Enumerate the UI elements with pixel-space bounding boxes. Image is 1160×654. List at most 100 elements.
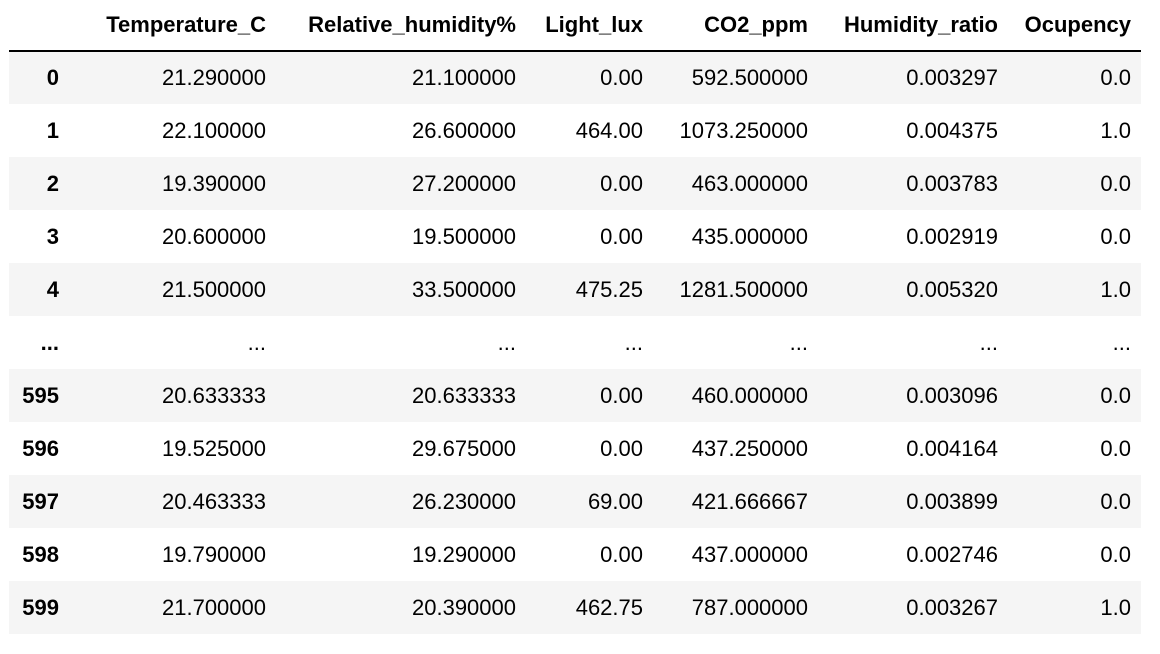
table-row: 597 20.463333 26.230000 69.00 421.666667… bbox=[9, 475, 1141, 528]
dataframe-table: Temperature_C Relative_humidity% Light_l… bbox=[9, 0, 1141, 634]
column-header-co2: CO2_ppm bbox=[653, 0, 818, 52]
row-index: 596 bbox=[22, 435, 59, 461]
row-index: 1 bbox=[46, 117, 59, 143]
ellipsis-row: ... ... ... ... ... ... ... bbox=[9, 316, 1141, 369]
table-cell: 0.004164 bbox=[906, 435, 998, 461]
table-cell: 0.00 bbox=[600, 435, 643, 461]
table-cell: 0.00 bbox=[600, 223, 643, 249]
table-cell: ... bbox=[789, 329, 808, 355]
table-cell: 0.00 bbox=[600, 541, 643, 567]
column-header-light: Light_lux bbox=[526, 0, 653, 52]
table-body: 0 21.290000 21.100000 0.00 592.500000 0.… bbox=[9, 51, 1141, 634]
table-cell: ... bbox=[979, 329, 998, 355]
column-header-humidity-ratio: Humidity_ratio bbox=[818, 0, 1008, 52]
row-index: 4 bbox=[46, 276, 59, 302]
table-cell: 1.0 bbox=[1100, 117, 1131, 143]
table-row: 595 20.633333 20.633333 0.00 460.000000 … bbox=[9, 369, 1141, 422]
table-cell: 69.00 bbox=[587, 488, 643, 514]
table-cell: ... bbox=[1112, 329, 1131, 355]
table-row: 0 21.290000 21.100000 0.00 592.500000 0.… bbox=[9, 51, 1141, 104]
column-header-temperature: Temperature_C bbox=[71, 0, 276, 52]
table-cell: 0.005320 bbox=[906, 276, 998, 302]
table-cell: 0.003297 bbox=[906, 65, 998, 90]
table-cell: 0.0 bbox=[1100, 541, 1131, 567]
table-cell: 0.0 bbox=[1100, 170, 1131, 196]
row-index: ... bbox=[40, 329, 59, 355]
table-cell: 19.390000 bbox=[162, 170, 266, 196]
table-cell: 1.0 bbox=[1100, 276, 1131, 302]
table-cell: 33.500000 bbox=[412, 276, 516, 302]
table-cell: 27.200000 bbox=[412, 170, 516, 196]
table-cell: 21.700000 bbox=[162, 594, 266, 620]
table-row: 3 20.600000 19.500000 0.00 435.000000 0.… bbox=[9, 210, 1141, 263]
table-cell: 0.0 bbox=[1100, 223, 1131, 249]
table-cell: 0.0 bbox=[1100, 65, 1131, 90]
table-cell: 26.230000 bbox=[412, 488, 516, 514]
table-cell: 0.002919 bbox=[906, 223, 998, 249]
table-cell: ... bbox=[497, 329, 516, 355]
row-index: 595 bbox=[22, 382, 59, 408]
table-cell: 464.00 bbox=[575, 117, 643, 143]
table-row: 598 19.790000 19.290000 0.00 437.000000 … bbox=[9, 528, 1141, 581]
table-cell: 787.000000 bbox=[691, 594, 808, 620]
table-cell: 19.290000 bbox=[412, 541, 516, 567]
table-row: 1 22.100000 26.600000 464.00 1073.250000… bbox=[9, 104, 1141, 157]
table-cell: ... bbox=[624, 329, 643, 355]
table-cell: 462.75 bbox=[575, 594, 643, 620]
table-cell: 463.000000 bbox=[691, 170, 808, 196]
table-row: 2 19.390000 27.200000 0.00 463.000000 0.… bbox=[9, 157, 1141, 210]
table-cell: 0.003783 bbox=[906, 170, 998, 196]
table-cell: 435.000000 bbox=[691, 223, 808, 249]
table-cell: 26.600000 bbox=[412, 117, 516, 143]
table-cell: 437.250000 bbox=[691, 435, 808, 461]
table-cell: 0.003899 bbox=[906, 488, 998, 514]
table-cell: 0.0 bbox=[1100, 488, 1131, 514]
row-index: 0 bbox=[46, 65, 59, 90]
column-header-relative-humidity: Relative_humidity% bbox=[276, 0, 526, 52]
table-cell: 19.500000 bbox=[412, 223, 516, 249]
table-cell: 21.290000 bbox=[162, 65, 266, 90]
table-cell: ... bbox=[247, 329, 266, 355]
table-cell: 21.100000 bbox=[412, 65, 516, 90]
table-cell: 21.500000 bbox=[162, 276, 266, 302]
table-header: Temperature_C Relative_humidity% Light_l… bbox=[9, 0, 1141, 52]
table-cell: 460.000000 bbox=[691, 382, 808, 408]
table-cell: 20.390000 bbox=[412, 594, 516, 620]
header-row: Temperature_C Relative_humidity% Light_l… bbox=[9, 0, 1141, 52]
table-cell: 0.002746 bbox=[906, 541, 998, 567]
table-cell: 29.675000 bbox=[412, 435, 516, 461]
table-cell: 20.600000 bbox=[162, 223, 266, 249]
row-index: 597 bbox=[22, 488, 59, 514]
table-cell: 0.003096 bbox=[906, 382, 998, 408]
table-cell: 437.000000 bbox=[691, 541, 808, 567]
index-header bbox=[9, 0, 71, 52]
row-index: 3 bbox=[46, 223, 59, 249]
table-cell: 20.633333 bbox=[412, 382, 516, 408]
table-cell: 421.666667 bbox=[691, 488, 808, 514]
table-cell: 0.00 bbox=[600, 170, 643, 196]
table-cell: 0.003267 bbox=[906, 594, 998, 620]
table-cell: 0.0 bbox=[1100, 382, 1131, 408]
table-row: 599 21.700000 20.390000 462.75 787.00000… bbox=[9, 581, 1141, 634]
table-cell: 592.500000 bbox=[691, 65, 808, 90]
table-cell: 20.463333 bbox=[162, 488, 266, 514]
row-index: 599 bbox=[22, 594, 59, 620]
table-cell: 1281.500000 bbox=[679, 276, 808, 302]
table-cell: 0.0 bbox=[1100, 435, 1131, 461]
table-cell: 22.100000 bbox=[162, 117, 266, 143]
row-index: 598 bbox=[22, 541, 59, 567]
table-cell: 0.00 bbox=[600, 65, 643, 90]
table-cell: 0.004375 bbox=[906, 117, 998, 143]
table-cell: 19.790000 bbox=[162, 541, 266, 567]
table-cell: 1073.250000 bbox=[679, 117, 808, 143]
table-cell: 19.525000 bbox=[162, 435, 266, 461]
table-cell: 20.633333 bbox=[162, 382, 266, 408]
table-cell: 0.00 bbox=[600, 382, 643, 408]
table-row: 4 21.500000 33.500000 475.25 1281.500000… bbox=[9, 263, 1141, 316]
table-row: 596 19.525000 29.675000 0.00 437.250000 … bbox=[9, 422, 1141, 475]
row-index: 2 bbox=[46, 170, 59, 196]
column-header-occupancy: Ocupency bbox=[1008, 0, 1141, 52]
table-cell: 475.25 bbox=[575, 276, 643, 302]
table-cell: 1.0 bbox=[1100, 594, 1131, 620]
